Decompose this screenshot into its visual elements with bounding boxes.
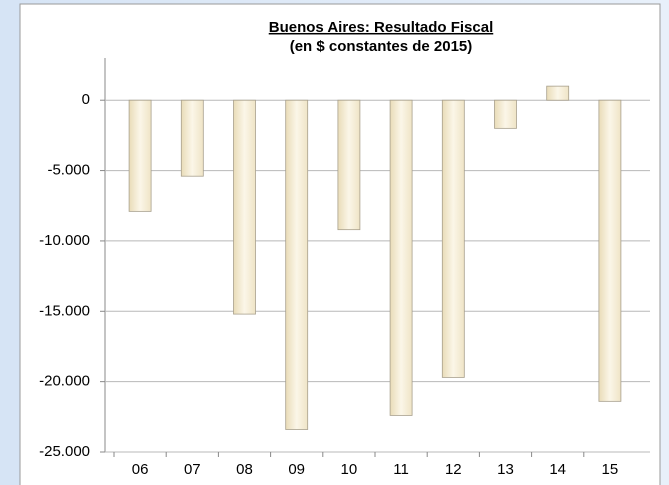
chart-area [19,3,661,485]
y-tick-label: 0 [82,91,90,108]
y-tick-label: -5.000 [47,162,90,179]
bar [441,99,465,378]
x-tick-label: 10 [341,461,358,478]
y-tick-label: -15.000 [39,302,90,319]
x-tick-label: 15 [602,461,619,478]
chart-title: Buenos Aires: Resultado Fiscal [269,19,494,36]
bar [285,99,309,430]
y-tick-label: -10.000 [39,232,90,249]
bar [128,99,152,212]
bar [546,85,570,101]
x-tick-label: 11 [393,461,409,478]
bar [494,99,517,129]
x-tick-label: 08 [236,461,253,478]
bar [180,99,204,177]
x-tick-label: 06 [132,461,149,478]
bar [233,99,256,315]
y-tick-label: -20.000 [39,373,90,390]
x-tick-label: 12 [445,461,462,478]
x-tick-label: 13 [497,461,514,478]
bar [337,99,361,231]
x-tick-label: 14 [549,461,566,478]
x-tick-label: 07 [184,461,201,478]
y-tick-label: -25.000 [39,443,90,460]
x-tick-label: 09 [288,461,305,478]
bar [389,99,413,416]
bar [598,99,622,402]
chart-subtitle: (en $ constantes de 2015) [290,38,473,55]
